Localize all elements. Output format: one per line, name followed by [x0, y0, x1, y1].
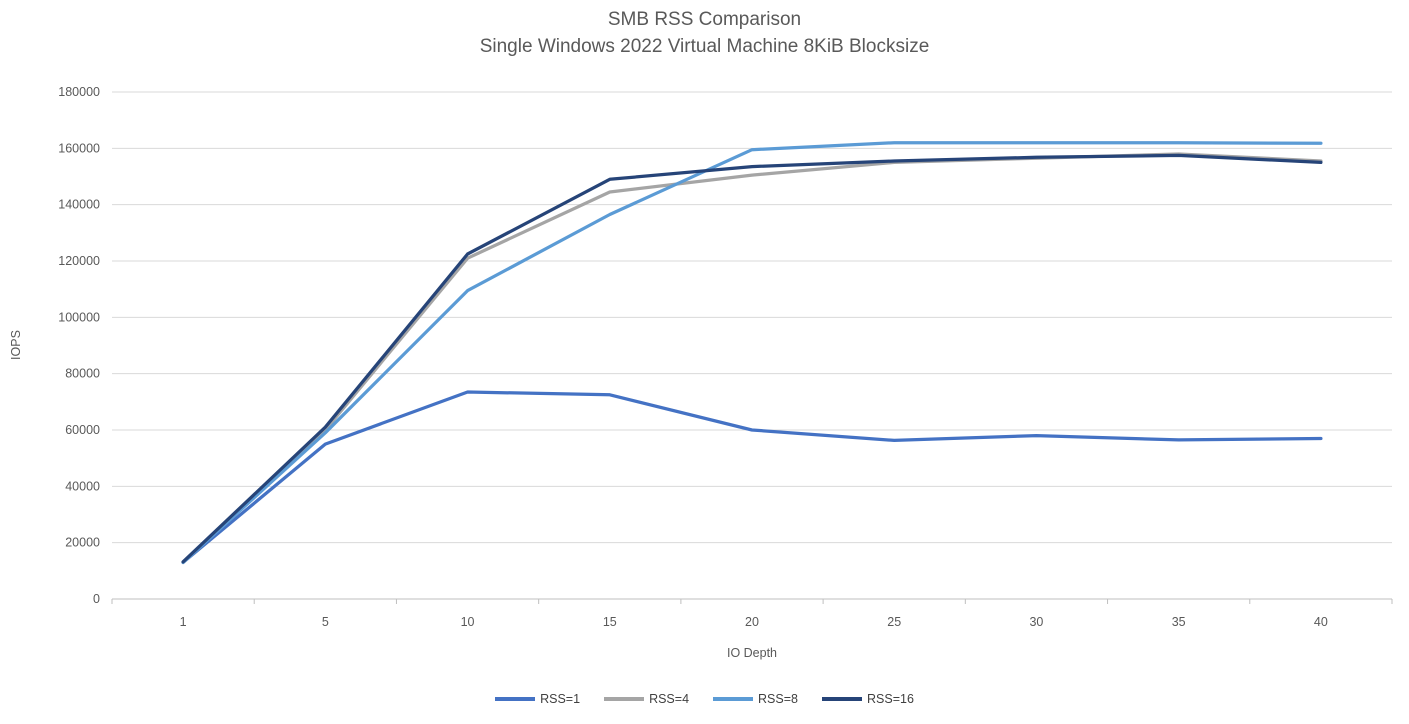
legend-label: RSS=16 — [867, 692, 914, 706]
legend-label: RSS=1 — [540, 692, 581, 706]
y-tick-label: 0 — [93, 592, 100, 606]
chart-title-line-1: SMB RSS Comparison — [607, 9, 802, 30]
x-tick-label: 20 — [745, 615, 759, 629]
x-tick-label: 25 — [887, 615, 901, 629]
legend-item-rss-4: RSS=4 — [604, 692, 689, 706]
legend-label: RSS=4 — [649, 692, 690, 706]
legend-swatch-rss-4 — [604, 697, 645, 701]
series-line-rss-16 — [181, 153, 1323, 564]
series-line-rss-4 — [181, 152, 1323, 565]
y-tick-label: 60000 — [65, 423, 100, 437]
y-tick-label: 20000 — [65, 536, 100, 550]
y-tick-label: 140000 — [58, 198, 100, 212]
chart-title-line-2: Single Windows 2022 Virtual Machine 8KiB… — [479, 36, 930, 57]
legend-item-rss-8: RSS=8 — [713, 692, 798, 706]
chart-title: SMB RSS Comparison Single Windows 2022 V… — [0, 6, 1409, 60]
x-tick-label: 5 — [322, 615, 329, 629]
y-tick-label: 100000 — [58, 310, 100, 324]
x-tick-label: 35 — [1172, 615, 1186, 629]
y-axis-title: IOPS — [9, 330, 23, 360]
y-tick-label: 40000 — [65, 479, 100, 493]
series-line-rss-8 — [181, 141, 1323, 565]
x-tick-label: 1 — [180, 615, 187, 629]
legend: RSS=1 RSS=4 RSS=8 RSS=16 — [0, 692, 1409, 706]
legend-swatch-rss-1 — [495, 697, 536, 701]
legend-swatch-rss-8 — [713, 697, 754, 701]
x-tick-label: 30 — [1029, 615, 1043, 629]
x-tick-label: 40 — [1314, 615, 1328, 629]
legend-item-rss-16: RSS=16 — [822, 692, 914, 706]
y-tick-label: 180000 — [58, 85, 100, 99]
series-line-rss-1 — [181, 390, 1323, 565]
legend-swatch-rss-16 — [822, 697, 862, 701]
y-tick-label: 80000 — [65, 367, 100, 381]
x-tick-label: 15 — [603, 615, 617, 629]
x-axis-title: IO Depth — [726, 646, 778, 660]
legend-label: RSS=8 — [758, 692, 798, 706]
y-tick-label: 160000 — [58, 141, 100, 155]
x-tick-label: 10 — [461, 615, 475, 629]
legend-item-rss-1: RSS=1 — [495, 692, 580, 706]
y-tick-label: 120000 — [58, 254, 100, 268]
